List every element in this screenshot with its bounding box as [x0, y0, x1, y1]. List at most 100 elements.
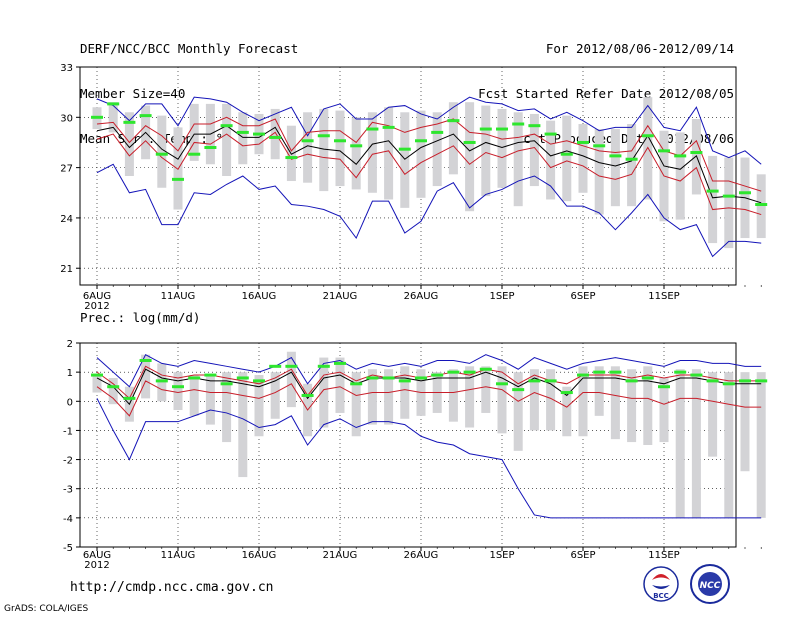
- spread-box: [189, 103, 199, 161]
- website-url[interactable]: http://cmdp.ncc.cma.gov.cn: [70, 580, 274, 595]
- observed-mark: [415, 139, 427, 143]
- spread-box: [173, 372, 183, 411]
- observed-mark: [658, 149, 670, 153]
- observed-mark: [285, 364, 298, 368]
- observed-mark: [382, 376, 395, 380]
- spread-box: [222, 372, 232, 443]
- spread-box: [529, 369, 539, 431]
- spread-box: [108, 102, 118, 133]
- spread-box: [675, 369, 685, 518]
- observed-mark: [706, 379, 719, 383]
- spread-box: [270, 108, 280, 160]
- series-lower-band: [96, 131, 762, 216]
- observed-mark: [350, 144, 363, 148]
- observed-mark: [139, 114, 152, 118]
- spread-box: [303, 112, 313, 183]
- observed-mark: [431, 130, 444, 134]
- observed-mark: [123, 120, 136, 124]
- spread-box: [384, 369, 394, 425]
- spread-box: [157, 115, 167, 188]
- spread-box: [675, 132, 685, 220]
- observed-mark: [188, 152, 201, 156]
- observed-mark: [172, 177, 184, 181]
- spread-box: [627, 369, 637, 443]
- observed-mark: [528, 124, 541, 128]
- observed-mark: [91, 373, 103, 377]
- observed-mark: [463, 140, 476, 144]
- spread-box: [465, 366, 475, 428]
- spread-box: [400, 366, 410, 419]
- observed-mark: [139, 358, 152, 362]
- series-ensemble-min: [96, 163, 762, 258]
- spread-box: [238, 372, 248, 478]
- observed-mark: [91, 115, 103, 119]
- y-tick-label: 21: [60, 264, 73, 275]
- spread-box: [124, 112, 134, 176]
- observed-mark: [188, 376, 201, 380]
- spread-box: [497, 108, 507, 188]
- spread-box: [481, 105, 491, 197]
- x-tick-label: 11SEP: [648, 550, 679, 561]
- spread-box: [465, 102, 475, 212]
- spread-box: [384, 107, 394, 200]
- observed-mark: [204, 373, 217, 377]
- observed-mark: [706, 189, 719, 193]
- observed-mark: [285, 156, 298, 160]
- x-tick-label: 21AUG: [323, 291, 358, 302]
- observed-mark: [155, 152, 168, 156]
- spread-box: [286, 351, 296, 408]
- series-ensemble-min: [96, 398, 762, 519]
- observed-mark: [366, 127, 379, 131]
- spread-box: [659, 377, 669, 443]
- x-tick-label: 11AUG: [161, 550, 196, 561]
- observed-mark: [447, 370, 460, 374]
- observed-mark: [398, 147, 411, 151]
- observed-mark: [544, 132, 557, 136]
- series-ensemble-mean: [96, 368, 762, 406]
- start-date: Fcst Started Refer Date 2012/08/05: [478, 86, 734, 101]
- spread-box: [189, 375, 199, 416]
- observed-mark: [577, 140, 589, 144]
- spread-box: [513, 112, 523, 207]
- spread-box: [367, 369, 377, 425]
- spread-box: [724, 372, 734, 518]
- observed-mark: [496, 382, 508, 386]
- plot-frame-0: [79, 66, 737, 286]
- spread-box: [691, 369, 701, 518]
- series-lower-band: [96, 380, 762, 417]
- y-tick-label: 27: [60, 164, 73, 175]
- spread-box: [562, 386, 572, 437]
- series-upper-band: [96, 116, 762, 192]
- spread-box: [756, 174, 766, 239]
- spread-box: [270, 372, 280, 419]
- observed-mark: [107, 102, 120, 106]
- spread-box: [578, 366, 588, 437]
- spread-box: [367, 112, 377, 193]
- observed-mark: [658, 385, 670, 389]
- observed-mark: [479, 367, 492, 371]
- observed-mark: [415, 376, 427, 380]
- x-tick-label: 16AUG: [242, 550, 277, 561]
- plot-frame-1: [79, 342, 737, 548]
- spread-box: [335, 110, 345, 187]
- spread-box: [400, 112, 410, 208]
- x-tick-label: 1SEP: [489, 291, 514, 302]
- observed-mark: [690, 373, 703, 377]
- observed-mark: [560, 391, 573, 395]
- observed-mark: [253, 132, 265, 136]
- spread-box: [205, 375, 215, 425]
- spread-box: [108, 377, 118, 405]
- observed-mark: [625, 379, 638, 383]
- observed-mark: [722, 382, 735, 386]
- x-tick-label: 6SEP: [570, 550, 595, 561]
- observed-mark: [317, 134, 330, 138]
- x-tick-label: 6AUG: [83, 550, 111, 561]
- forecast-title: DERF/NCC/BCC Monthly Forecast: [80, 41, 299, 56]
- spread-box: [627, 124, 637, 207]
- spread-box: [529, 113, 539, 187]
- observed-mark: [690, 151, 703, 155]
- spread-box: [546, 369, 556, 431]
- observed-mark: [269, 364, 282, 368]
- spread-box: [92, 375, 102, 393]
